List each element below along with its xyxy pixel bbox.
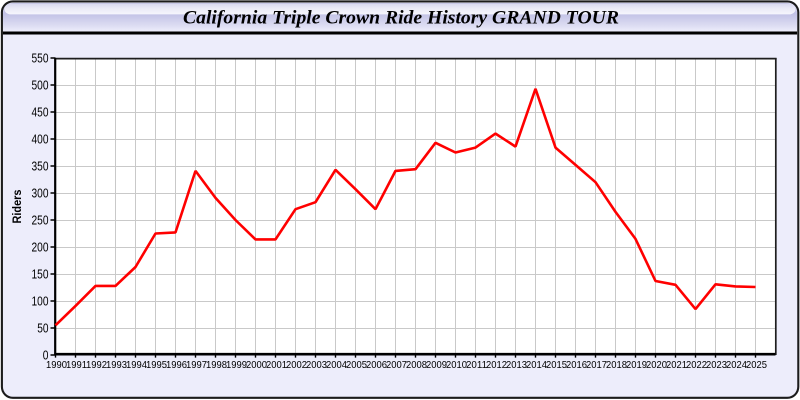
svg-text:2023: 2023	[706, 360, 727, 371]
svg-text:50: 50	[37, 320, 48, 335]
svg-text:2018: 2018	[606, 360, 627, 371]
svg-text:500: 500	[32, 77, 49, 92]
svg-text:2020: 2020	[646, 360, 667, 371]
svg-text:2000: 2000	[246, 360, 267, 371]
svg-text:1992: 1992	[86, 360, 107, 371]
svg-text:2005: 2005	[346, 360, 367, 371]
svg-text:1994: 1994	[126, 360, 147, 371]
svg-text:2025: 2025	[746, 360, 767, 371]
svg-text:1996: 1996	[166, 360, 187, 371]
svg-text:2010: 2010	[446, 360, 467, 371]
svg-text:250: 250	[32, 212, 49, 227]
svg-text:2016: 2016	[566, 360, 587, 371]
svg-text:450: 450	[32, 104, 49, 119]
svg-text:100: 100	[32, 293, 49, 308]
svg-text:150: 150	[32, 266, 49, 281]
svg-text:2006: 2006	[366, 360, 387, 371]
svg-text:2014: 2014	[526, 360, 547, 371]
svg-text:300: 300	[32, 185, 49, 200]
svg-text:1998: 1998	[206, 360, 227, 371]
svg-text:2007: 2007	[386, 360, 407, 371]
svg-text:2001: 2001	[266, 360, 287, 371]
svg-text:200: 200	[32, 239, 49, 254]
svg-text:2024: 2024	[726, 360, 747, 371]
svg-text:1997: 1997	[186, 360, 207, 371]
svg-text:2021: 2021	[666, 360, 687, 371]
svg-text:2011: 2011	[466, 360, 487, 371]
svg-text:2012: 2012	[486, 360, 507, 371]
svg-text:0: 0	[43, 347, 49, 362]
svg-text:2008: 2008	[406, 360, 427, 371]
svg-text:2019: 2019	[626, 360, 647, 371]
svg-text:1999: 1999	[226, 360, 247, 371]
svg-text:2003: 2003	[306, 360, 327, 371]
svg-text:2022: 2022	[686, 360, 707, 371]
svg-text:2002: 2002	[286, 360, 307, 371]
svg-text:2013: 2013	[506, 360, 527, 371]
svg-text:1991: 1991	[66, 360, 87, 371]
svg-text:2009: 2009	[426, 360, 447, 371]
svg-text:350: 350	[32, 158, 49, 173]
svg-text:Riders: Riders	[10, 189, 24, 223]
svg-text:2015: 2015	[546, 360, 567, 371]
svg-text:400: 400	[32, 131, 49, 146]
svg-text:1990: 1990	[46, 360, 67, 371]
svg-text:California Triple Crown Ride H: California Triple Crown Ride History GRA…	[183, 7, 619, 28]
svg-text:2017: 2017	[586, 360, 607, 371]
svg-text:2004: 2004	[326, 360, 347, 371]
svg-text:1995: 1995	[146, 360, 167, 371]
svg-text:550: 550	[32, 50, 49, 65]
svg-text:1993: 1993	[106, 360, 127, 371]
